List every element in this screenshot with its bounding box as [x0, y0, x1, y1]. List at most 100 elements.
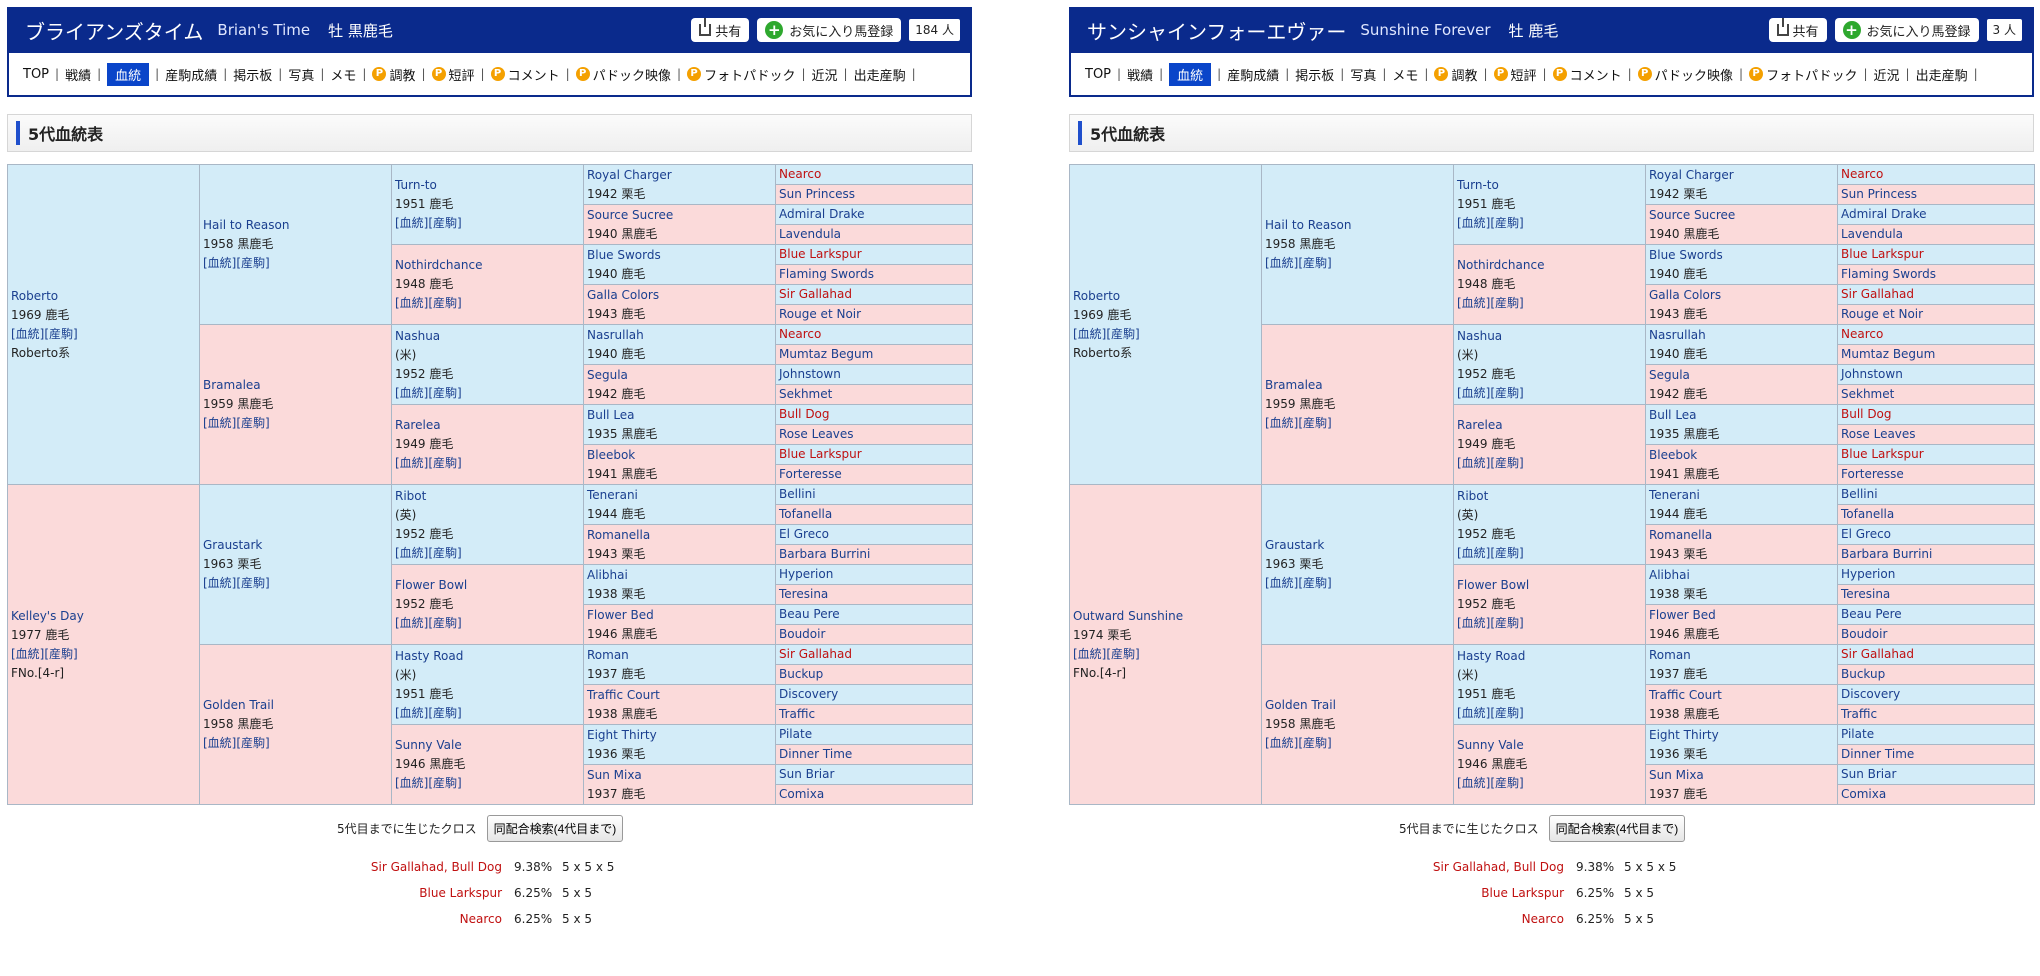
- horse-link[interactable]: Pilate: [1841, 727, 1875, 741]
- horse-link[interactable]: Bramalea: [1265, 378, 1323, 392]
- bloodline-links[interactable]: [血統][産駒]: [1457, 456, 1524, 470]
- nav-item[interactable]: 近況: [812, 65, 838, 84]
- horse-link[interactable]: Comixa: [1841, 787, 1887, 801]
- nav-item[interactable]: 戦績: [65, 65, 91, 84]
- horse-link[interactable]: Sir Gallahad: [779, 647, 852, 661]
- bloodline-links[interactable]: [血統][産駒]: [203, 736, 270, 750]
- horse-link[interactable]: Hail to Reason: [203, 218, 290, 232]
- horse-link[interactable]: Tenerani: [1649, 487, 1700, 502]
- horse-link[interactable]: Royal Charger: [587, 167, 672, 182]
- horse-link[interactable]: Roman: [1649, 647, 1691, 662]
- horse-link[interactable]: Rarelea: [1457, 418, 1503, 432]
- bloodline-links[interactable]: [血統][産駒]: [1457, 216, 1524, 230]
- bloodline-links[interactable]: [血統][産駒]: [1457, 385, 1524, 400]
- cross-horse-link[interactable]: Sir Gallahad, Bull Dog: [1432, 860, 1564, 874]
- horse-link[interactable]: Alibhai: [1649, 567, 1690, 582]
- horse-link[interactable]: Barbara Burrini: [1841, 547, 1933, 561]
- horse-link[interactable]: Hail to Reason: [1265, 218, 1352, 232]
- bloodline-links[interactable]: [血統][産駒]: [395, 545, 462, 560]
- bloodline-links[interactable]: [血統][産駒]: [395, 616, 462, 630]
- horse-link[interactable]: Bull Dog: [1841, 407, 1892, 421]
- nav-item[interactable]: 写真: [1350, 65, 1376, 84]
- bloodline-links[interactable]: [血統][産駒]: [395, 296, 462, 310]
- cross-horse-link[interactable]: Blue Larkspur: [1481, 886, 1564, 900]
- horse-link[interactable]: Eight Thirty: [1649, 727, 1719, 742]
- horse-link[interactable]: Segula: [587, 367, 628, 382]
- horse-link[interactable]: Nearco: [779, 327, 822, 341]
- bloodline-links[interactable]: [血統][産駒]: [1457, 705, 1524, 720]
- horse-link[interactable]: Rose Leaves: [1841, 427, 1916, 441]
- horse-link[interactable]: Sunny Vale: [395, 738, 462, 752]
- favorite-button[interactable]: + お気に入り馬登録: [757, 18, 902, 42]
- horse-link[interactable]: Tofanella: [1841, 507, 1895, 521]
- bloodline-links[interactable]: [血統][産駒]: [1457, 776, 1524, 790]
- nav-item[interactable]: P フォトパドック: [1749, 65, 1857, 84]
- horse-link[interactable]: Traffic: [779, 707, 816, 721]
- horse-link[interactable]: Rouge et Noir: [779, 307, 862, 321]
- horse-link[interactable]: Alibhai: [587, 567, 628, 582]
- horse-link[interactable]: Johnstown: [779, 367, 841, 381]
- horse-link[interactable]: Blue Larkspur: [779, 247, 862, 261]
- horse-link[interactable]: Sun Mixa: [1649, 767, 1704, 782]
- nav-item[interactable]: 戦績: [1127, 65, 1153, 84]
- horse-link[interactable]: Flower Bed: [1649, 607, 1716, 622]
- horse-link[interactable]: Admiral Drake: [779, 207, 865, 221]
- horse-link[interactable]: Sunny Vale: [1457, 738, 1524, 752]
- nav-item[interactable]: 産駒成績: [165, 65, 217, 84]
- horse-link[interactable]: Nashua: [395, 328, 441, 343]
- horse-link[interactable]: Discovery: [1841, 687, 1901, 701]
- horse-link[interactable]: Pilate: [779, 727, 813, 741]
- horse-link[interactable]: Galla Colors: [1649, 287, 1722, 302]
- horse-link[interactable]: Sir Gallahad: [1841, 287, 1914, 301]
- nav-item[interactable]: P パドック映像: [575, 65, 671, 84]
- same-mating-search-button[interactable]: 同配合検索(4代目まで): [1548, 815, 1686, 842]
- nav-item[interactable]: TOP: [1085, 67, 1111, 82]
- bloodline-links[interactable]: [血統][産駒]: [203, 576, 270, 590]
- horse-link[interactable]: Admiral Drake: [1841, 207, 1927, 221]
- nav-item[interactable]: P 調教: [1434, 65, 1477, 84]
- horse-link[interactable]: Blue Larkspur: [779, 447, 862, 461]
- nav-item[interactable]: P 短評: [1493, 65, 1537, 84]
- horse-link[interactable]: Hyperion: [779, 567, 834, 581]
- share-button[interactable]: 共有: [691, 18, 750, 42]
- horse-link[interactable]: Comixa: [779, 787, 825, 801]
- horse-link[interactable]: Source Sucree: [587, 207, 674, 222]
- horse-link[interactable]: Roberto: [11, 288, 59, 303]
- horse-link[interactable]: Sekhmet: [1841, 387, 1895, 401]
- horse-link[interactable]: Golden Trail: [203, 698, 274, 712]
- horse-link[interactable]: Beau Pere: [1841, 607, 1902, 621]
- horse-link[interactable]: Nearco: [1841, 327, 1884, 341]
- nav-item[interactable]: 出走産駒: [854, 65, 906, 84]
- bloodline-links[interactable]: [血統][産駒]: [1457, 296, 1524, 310]
- nav-item[interactable]: 近況: [1874, 65, 1900, 84]
- bloodline-links[interactable]: [血統][産駒]: [11, 326, 78, 341]
- horse-link[interactable]: Outward Sunshine: [1073, 608, 1184, 623]
- horse-link[interactable]: Hyperion: [1841, 567, 1896, 581]
- nav-item[interactable]: P 短評: [431, 65, 475, 84]
- horse-link[interactable]: Roberto: [1073, 288, 1121, 303]
- horse-link[interactable]: Forteresse: [1841, 467, 1904, 481]
- horse-link[interactable]: Nashua: [1457, 328, 1503, 343]
- horse-link[interactable]: Traffic Court: [587, 687, 660, 702]
- horse-link[interactable]: Flaming Swords: [1841, 267, 1937, 281]
- horse-link[interactable]: Teresina: [1841, 587, 1891, 601]
- horse-link[interactable]: Mumtaz Begum: [1841, 347, 1936, 361]
- bloodline-links[interactable]: [血統][産駒]: [1457, 545, 1524, 560]
- horse-link[interactable]: Source Sucree: [1649, 207, 1736, 222]
- horse-link[interactable]: Flower Bed: [587, 607, 654, 622]
- bloodline-links[interactable]: [血統][産駒]: [395, 705, 462, 720]
- nav-item[interactable]: メモ: [1392, 65, 1418, 84]
- favorite-button[interactable]: + お気に入り馬登録: [1834, 18, 1979, 42]
- horse-link[interactable]: Tofanella: [779, 507, 833, 521]
- nav-item[interactable]: メモ: [330, 65, 356, 84]
- horse-link[interactable]: Blue Larkspur: [1841, 447, 1924, 461]
- horse-link[interactable]: Nasrullah: [587, 327, 644, 342]
- horse-link[interactable]: Forteresse: [779, 467, 842, 481]
- horse-link[interactable]: Nasrullah: [1649, 327, 1706, 342]
- horse-link[interactable]: Flower Bowl: [1457, 578, 1530, 592]
- horse-link[interactable]: Royal Charger: [1649, 167, 1734, 182]
- horse-link[interactable]: Golden Trail: [1265, 698, 1336, 712]
- bloodline-links[interactable]: [血統][産駒]: [1073, 326, 1140, 341]
- horse-link[interactable]: Galla Colors: [587, 287, 660, 302]
- horse-link[interactable]: Rouge et Noir: [1841, 307, 1924, 321]
